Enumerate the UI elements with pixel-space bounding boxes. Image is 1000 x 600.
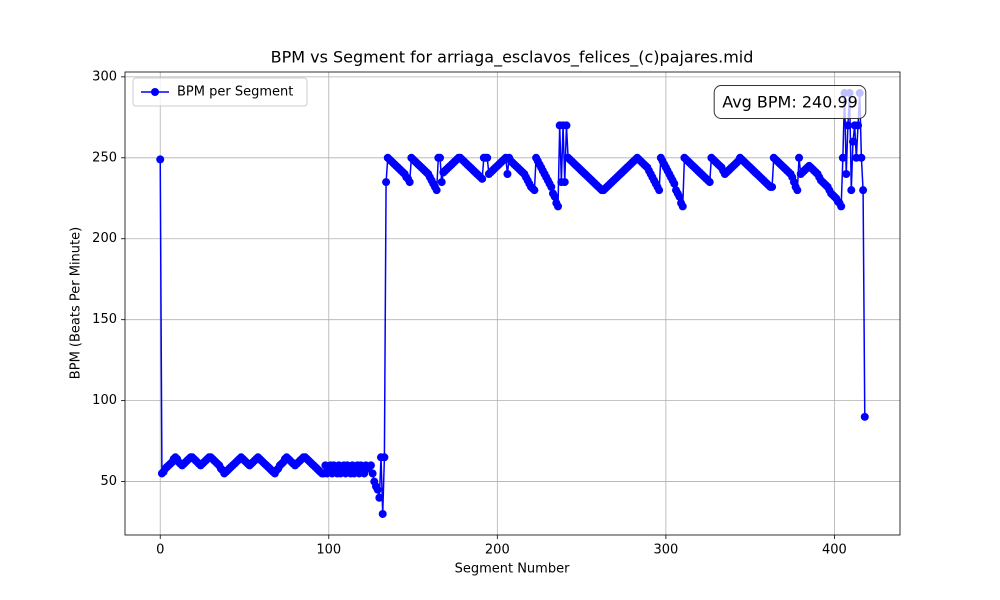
data-point [560,178,569,187]
data-point [366,461,375,470]
legend-marker [151,88,159,96]
y-tick-label: 150 [92,312,117,327]
data-point [795,153,804,162]
data-point [860,412,869,421]
data-point [793,186,802,195]
y-tick-label: 250 [92,150,117,165]
y-tick-label: 300 [92,69,117,84]
y-tick-label: 50 [100,474,117,489]
data-point [478,174,487,183]
data-point [562,121,571,130]
y-tick-label: 100 [92,393,117,408]
data-point [854,121,863,130]
data-point [380,453,389,462]
x-tick-label: 0 [156,543,164,558]
plot-frame [124,71,901,536]
data-point [859,186,868,195]
data-point [857,153,866,162]
data-point [382,178,391,187]
data-point [156,155,165,164]
data-point [705,178,714,187]
data-point [483,153,492,162]
data-point [375,493,384,502]
data-point [368,469,377,478]
data-point [432,186,441,195]
data-point [503,169,512,178]
data-point [842,169,851,178]
chart-title: BPM vs Segment for arriaga_esclavos_feli… [271,48,754,68]
data-point [848,137,857,146]
legend-label: BPM per Segment [177,85,293,100]
x-axis-label: Segment Number [455,562,571,577]
y-axis-label: BPM (Beats Per Minute) [69,227,84,379]
data-point [843,121,852,130]
data-point [436,153,445,162]
annotation: Avg BPM: 240.99 [722,93,858,112]
data-point [675,192,684,201]
data-point [437,178,446,187]
data-point [768,182,777,191]
data-point [554,202,563,211]
x-tick-label: 300 [653,543,678,558]
x-tick-label: 400 [822,543,847,558]
data-point [837,202,846,211]
data-point [373,485,382,494]
data-point [550,192,559,201]
data-point [378,509,387,518]
legend-box [132,77,308,107]
data-point [838,153,847,162]
data-point [847,186,856,195]
data-point [678,202,687,211]
annotation-box [713,85,867,119]
x-tick-label: 100 [316,543,341,558]
data-point [530,186,539,195]
data-point [670,179,679,188]
data-point [547,182,556,191]
x-tick-label: 200 [485,543,510,558]
data-point [405,178,414,187]
y-tick-label: 200 [92,231,117,246]
data-point [655,186,664,195]
